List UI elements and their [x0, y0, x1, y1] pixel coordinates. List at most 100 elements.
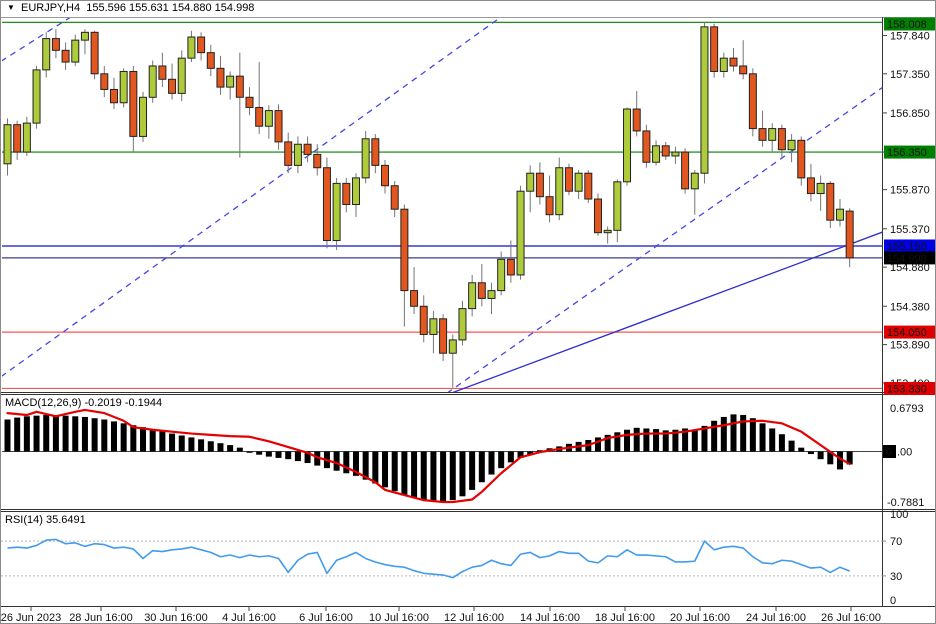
price-badge: 158.008 — [884, 17, 935, 31]
macd-histogram-bar — [730, 414, 737, 452]
macd-histogram-bar — [469, 451, 476, 490]
candle-bull — [458, 308, 467, 341]
macd-histogram-bar — [459, 451, 466, 497]
price-axis: 157.840 157.350 156.850 156.350 155.870 155.3… — [882, 17, 935, 395]
candle-bear — [777, 128, 786, 151]
price-badge-bg — [884, 381, 935, 395]
macd-histogram-bar — [314, 451, 321, 466]
macd-histogram-bar — [430, 451, 437, 501]
candle-bear — [100, 73, 109, 90]
macd-histogram-bar — [701, 425, 708, 452]
candle-bear — [168, 78, 177, 94]
macd-histogram-bar — [594, 437, 601, 452]
time-tick-label: 6 Jul 16:00 — [299, 612, 353, 624]
macd-histogram-bar — [836, 451, 843, 470]
candle-bear — [255, 106, 264, 127]
price-tick-label: 157.840 — [890, 30, 930, 42]
macd-pane[interactable] — [2, 396, 882, 508]
candle-bear — [710, 26, 719, 72]
candle-bear — [322, 167, 331, 242]
macd-histogram-bar — [624, 429, 631, 452]
main-chart-layer — [2, 18, 882, 392]
candle-bear — [535, 172, 544, 198]
candle-bull — [361, 138, 370, 179]
candle-bear — [313, 153, 322, 169]
price-tick-label: 154.380 — [890, 301, 930, 313]
candle-bull — [652, 145, 661, 163]
macd-histogram-bar — [362, 451, 369, 480]
time-axis-pane[interactable] — [1, 607, 882, 624]
macd-histogram-bar — [217, 443, 224, 452]
rsi-tick-label: 30 — [890, 571, 902, 583]
candle-bull — [787, 139, 796, 151]
price-badge: 153.330 — [884, 381, 935, 395]
macd-histogram-bar — [169, 433, 176, 452]
candle-bull — [671, 151, 680, 157]
macd-histogram-bar — [711, 420, 718, 452]
macd-histogram-bar — [265, 451, 272, 457]
candle-bear — [797, 139, 806, 179]
chart-title-bar: ▼ EURJPY,H4 155.596 155.631 154.880 154.… — [1, 1, 935, 17]
macd-histogram-bar — [198, 439, 205, 452]
time-tick-label: 4 Jul 16:00 — [222, 612, 276, 624]
candle-bull — [574, 172, 583, 192]
macd-histogram-bar — [178, 435, 185, 452]
macd-max-label: 0.6793 — [890, 403, 924, 415]
time-tick-label: 20 Jul 16:00 — [670, 612, 730, 624]
macd-histogram-bar — [62, 415, 69, 452]
macd-histogram-bar — [285, 451, 292, 460]
macd-histogram-bar — [14, 417, 21, 452]
macd-histogram-bar — [807, 451, 814, 455]
macd-histogram-bar — [720, 416, 727, 452]
price-badge: 156.350 — [884, 145, 935, 159]
macd-min-label: -0.7881 — [887, 497, 924, 509]
main-chart-pane[interactable] — [2, 18, 882, 392]
time-tick-label: 28 Jun 16:00 — [69, 612, 133, 624]
candle-bear — [235, 75, 244, 98]
candle-bull — [32, 69, 41, 124]
candle-bull — [603, 229, 612, 234]
candle-bull — [332, 182, 341, 242]
macd-histogram-bar — [159, 431, 166, 452]
candle-bull — [71, 39, 80, 63]
candle-bear — [632, 108, 641, 132]
rsi-line — [7, 538, 850, 579]
macd-histogram-bar — [352, 451, 359, 476]
macd-histogram-bar — [333, 451, 340, 471]
macd-histogram-bar — [788, 440, 795, 452]
time-tick-label: 10 Jul 16:00 — [369, 612, 429, 624]
macd-histogram-bar — [401, 451, 408, 496]
rsi-pane[interactable] — [2, 513, 882, 606]
candle-bull — [448, 339, 457, 354]
macd-histogram-bar — [498, 451, 505, 469]
macd-histogram-bar — [101, 419, 108, 452]
symbol-dropdown-icon[interactable]: ▼ — [7, 3, 15, 12]
price-badge-bg — [884, 239, 935, 253]
candle-bear — [216, 67, 225, 88]
candle-bear — [206, 52, 215, 69]
macd-histogram-bar — [294, 451, 301, 462]
macd-histogram-bar — [507, 451, 514, 463]
candle-bull — [816, 182, 825, 195]
candle-bull — [613, 181, 622, 231]
candle-bear — [845, 210, 854, 259]
price-badge: 154.998 — [884, 251, 935, 265]
price-badge-label: 156.350 — [887, 147, 927, 159]
candle-bear — [381, 164, 390, 187]
macd-histogram-bar — [517, 451, 524, 458]
candle-bear — [564, 167, 573, 192]
candle-bull — [690, 172, 699, 190]
macd-histogram-bar — [4, 419, 11, 452]
candle-bear — [61, 49, 70, 63]
time-tick-label: 24 Jul 16:00 — [746, 612, 806, 624]
macd-histogram-bar — [420, 451, 427, 500]
macd-histogram-bar — [246, 451, 253, 453]
candle-bull — [768, 128, 777, 141]
rsi-tick-label: 0 — [890, 595, 896, 607]
candle-bear — [806, 177, 815, 195]
candle-bull — [719, 57, 728, 72]
rsi-axis: 100 70 30 0 — [882, 509, 908, 607]
candle-bull — [187, 36, 196, 59]
macd-histogram-bar — [633, 427, 640, 452]
trendline-dashed — [2, 18, 501, 377]
